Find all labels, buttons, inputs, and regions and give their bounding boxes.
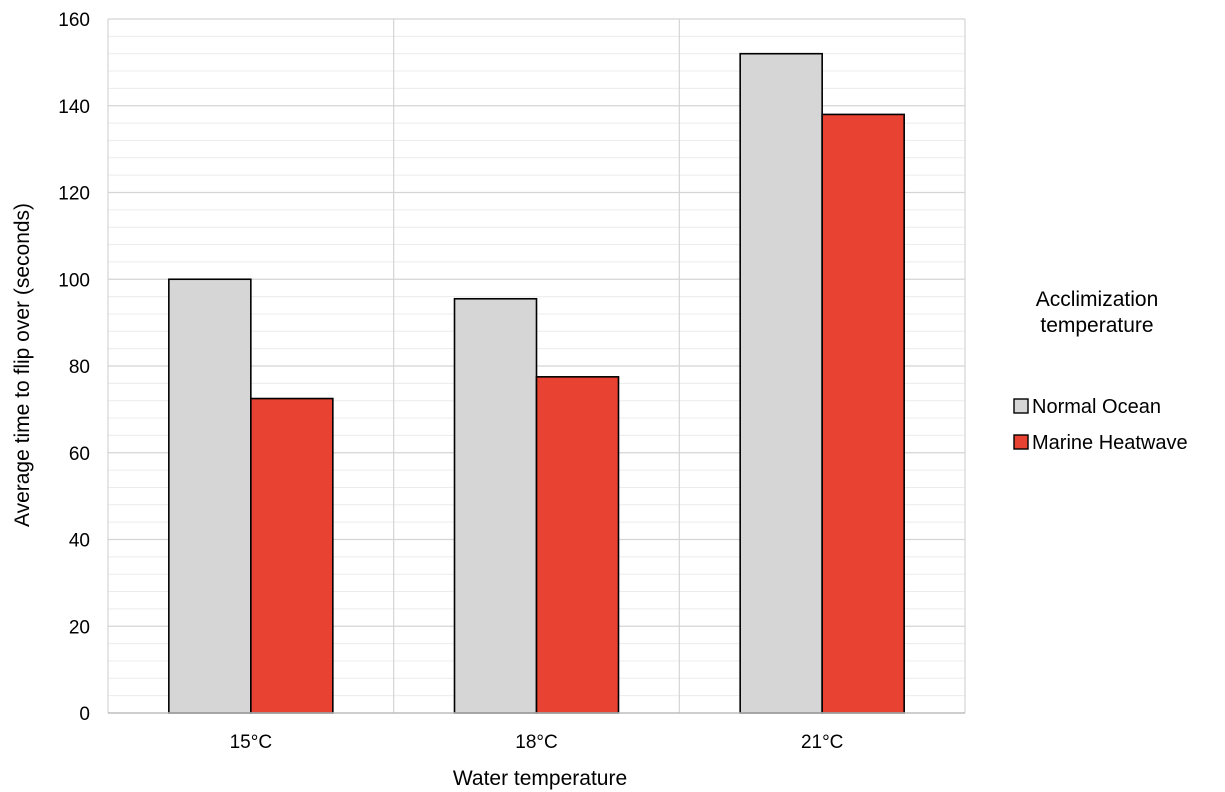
legend-swatch bbox=[1013, 434, 1029, 450]
bar-normal-ocean-2 bbox=[453, 297, 538, 714]
y-tick-label: 140 bbox=[58, 97, 90, 118]
legend-title-line1: Acclimization bbox=[1036, 288, 1159, 311]
x-tick-label: 21°C bbox=[801, 732, 843, 753]
y-tick-label: 100 bbox=[58, 270, 90, 291]
legend-swatch bbox=[1013, 398, 1029, 414]
y-tick-label: 120 bbox=[58, 184, 90, 205]
y-tick-label: 0 bbox=[79, 704, 90, 725]
legend-label: Normal Ocean bbox=[1032, 396, 1161, 418]
bars bbox=[168, 52, 905, 714]
legend-label: Marine Heatwave bbox=[1032, 432, 1188, 454]
bar-marine-heatwave-2 bbox=[535, 376, 620, 714]
legend: Acclimization temperature Normal Ocean Ma… bbox=[1013, 288, 1188, 454]
bar-normal-ocean-3 bbox=[739, 52, 823, 714]
y-tick-labels: 0 20 40 60 80 100 120 140 160 bbox=[58, 10, 90, 725]
x-axis-title: Water temperature bbox=[453, 767, 627, 790]
y-tick-label: 160 bbox=[58, 10, 90, 31]
x-tick-label: 15°C bbox=[230, 732, 272, 753]
legend-items: Normal Ocean Marine Heatwave bbox=[1013, 396, 1188, 454]
bar-normal-ocean-1 bbox=[168, 278, 252, 714]
y-tick-label: 40 bbox=[69, 531, 90, 552]
y-axis-title: Average time to flip over (seconds) bbox=[11, 203, 34, 527]
legend-title-line2: temperature bbox=[1040, 314, 1153, 337]
y-tick-label: 20 bbox=[69, 617, 90, 638]
x-tick-labels: 15°C 18°C 21°C bbox=[230, 732, 844, 753]
y-tick-label: 60 bbox=[69, 444, 90, 465]
y-tick-label: 80 bbox=[69, 357, 90, 378]
x-tick-label: 18°C bbox=[515, 732, 557, 753]
bar-marine-heatwave-3 bbox=[821, 113, 905, 714]
bar-marine-heatwave-1 bbox=[250, 397, 334, 714]
